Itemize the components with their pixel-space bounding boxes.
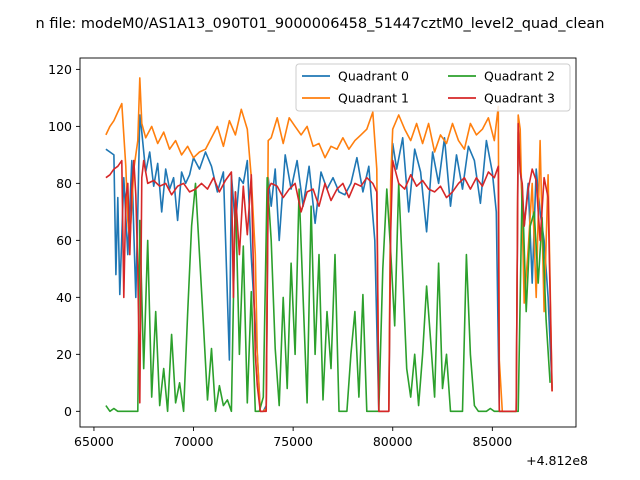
y-tick-label-3: 60 bbox=[56, 233, 72, 248]
legend-label-quadrant-1: Quadrant 1 bbox=[338, 91, 409, 106]
x-tick-label-2: 75000 bbox=[273, 434, 313, 449]
chart-title: n file: modeM0/AS1A13_090T01_9000006458_… bbox=[35, 16, 605, 32]
series-layer bbox=[105, 77, 553, 413]
y-tick-label-0: 0 bbox=[64, 404, 72, 419]
legend: Quadrant 0 Quadrant 1 Quadrant 2 Quadrant 3 bbox=[295, 63, 571, 112]
x-tick-label-1: 70000 bbox=[174, 434, 214, 449]
legend-label-quadrant-0: Quadrant 0 bbox=[338, 69, 409, 84]
series-line-quadrant-2 bbox=[105, 176, 551, 413]
y-tick-label-1: 20 bbox=[56, 347, 72, 362]
y-tick-label-5: 100 bbox=[48, 119, 72, 134]
y-tick-label-4: 80 bbox=[56, 176, 72, 191]
x-tick-label-4: 85000 bbox=[472, 434, 512, 449]
x-tick-label-3: 80000 bbox=[373, 434, 413, 449]
plot-frame bbox=[79, 57, 577, 428]
legend-label-quadrant-3: Quadrant 3 bbox=[484, 91, 555, 106]
series-line-quadrant-0 bbox=[105, 114, 553, 413]
legend-label-quadrant-2: Quadrant 2 bbox=[484, 69, 555, 84]
series-line-quadrant-1 bbox=[105, 77, 553, 413]
series-line-quadrant-3 bbox=[105, 122, 553, 413]
x-offset-label: +4.812e8 bbox=[526, 453, 588, 468]
legend-box bbox=[295, 63, 571, 112]
axes-layer: 65000 70000 75000 80000 85000 0 20 40 60 80 100 120… bbox=[48, 57, 588, 468]
y-tick-label-6: 120 bbox=[48, 62, 72, 77]
y-tick-label-2: 40 bbox=[56, 290, 72, 305]
x-tick-label-0: 65000 bbox=[74, 434, 114, 449]
